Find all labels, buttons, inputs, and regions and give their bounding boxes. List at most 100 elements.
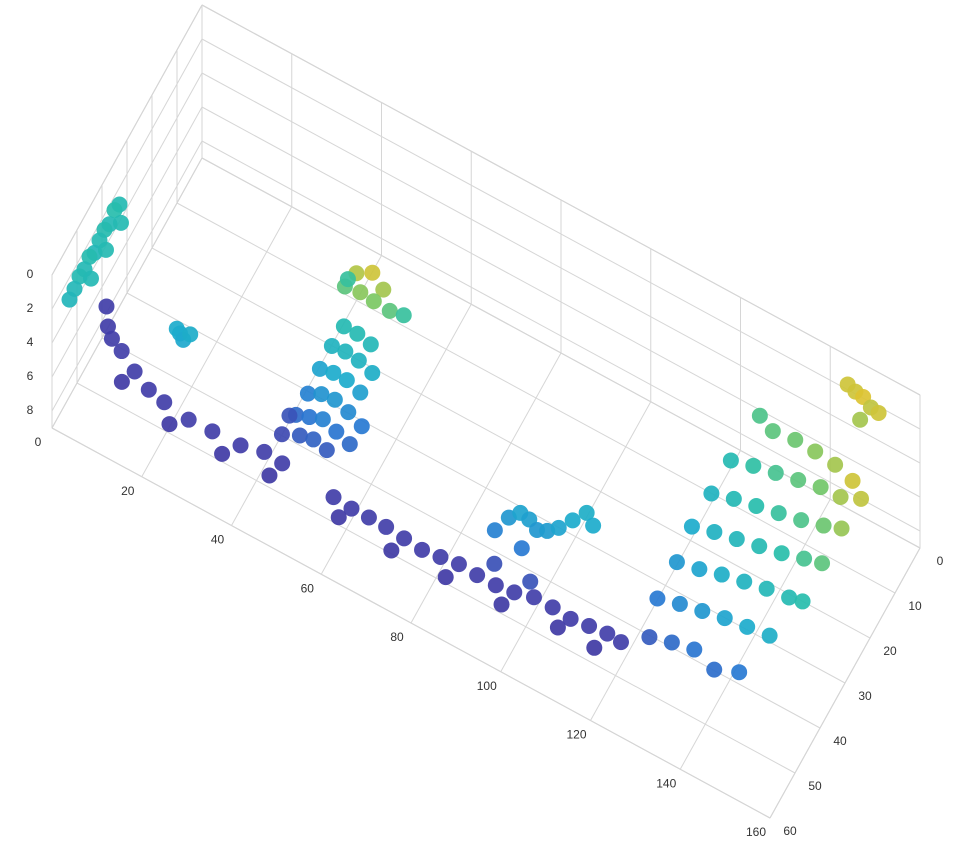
point	[82, 270, 99, 287]
point	[728, 531, 745, 548]
point	[832, 488, 849, 505]
point	[612, 634, 629, 651]
point	[395, 307, 412, 324]
point	[513, 540, 530, 557]
grid-line	[51, 106, 203, 378]
point	[764, 423, 781, 440]
point	[214, 445, 231, 462]
x-tick-label: 20	[121, 484, 135, 498]
point	[691, 561, 708, 578]
point	[337, 343, 354, 360]
x-tick-label: 140	[656, 776, 676, 790]
point	[671, 595, 688, 612]
point	[343, 500, 360, 517]
point	[562, 610, 579, 627]
grid-line	[51, 427, 771, 819]
point	[99, 318, 116, 335]
point	[106, 202, 123, 219]
point	[599, 625, 616, 642]
point	[549, 619, 566, 636]
point	[731, 664, 748, 681]
point	[112, 214, 129, 231]
grid-line	[51, 38, 203, 310]
z-tick-label: 8	[27, 403, 34, 417]
point	[330, 509, 347, 526]
point	[180, 411, 197, 428]
point	[787, 431, 804, 448]
point	[751, 407, 768, 424]
point	[341, 436, 358, 453]
z-tick-label: 0	[27, 267, 34, 281]
x-tick-label: 80	[390, 630, 404, 644]
point	[585, 517, 602, 534]
point	[313, 386, 330, 403]
point	[581, 617, 598, 634]
point	[182, 326, 199, 343]
point	[314, 411, 331, 428]
point	[256, 443, 273, 460]
label-layer: 0 20 40 60 80 100 120 140 160 0 10 20 30 40 50 60 0 2 4 6 8	[27, 267, 944, 839]
point	[305, 431, 322, 448]
point	[469, 567, 486, 584]
x-tick-label: 120	[566, 728, 586, 742]
point	[396, 530, 413, 547]
point	[486, 555, 503, 572]
point	[758, 580, 775, 597]
grid-line	[101, 337, 821, 729]
point	[761, 627, 778, 644]
z-tick-label: 6	[27, 369, 34, 383]
point	[522, 573, 539, 590]
point	[748, 497, 765, 514]
point	[694, 603, 711, 619]
point	[683, 518, 700, 535]
x-tick-label: 0	[35, 435, 42, 449]
grid-line	[51, 140, 203, 412]
point	[544, 599, 561, 616]
point	[767, 464, 784, 481]
point	[844, 472, 861, 489]
point	[352, 384, 369, 401]
point	[232, 437, 249, 454]
z-tick-label: 2	[27, 301, 34, 315]
y-tick-label: 50	[808, 779, 822, 793]
point	[641, 629, 658, 646]
point	[350, 352, 367, 369]
y-tick-label: 60	[783, 824, 797, 838]
point	[487, 577, 504, 594]
point	[383, 542, 400, 559]
point	[81, 248, 98, 265]
point	[852, 411, 869, 428]
point	[323, 337, 340, 354]
point	[113, 373, 130, 390]
y-tick-label: 40	[833, 734, 847, 748]
point	[273, 426, 290, 443]
x-tick-label: 40	[211, 533, 225, 547]
grid-line	[176, 202, 896, 594]
point	[716, 610, 733, 627]
point	[586, 639, 603, 656]
point	[364, 264, 381, 281]
point	[493, 596, 510, 613]
point	[827, 456, 844, 473]
point	[325, 364, 342, 381]
grid-line	[76, 382, 796, 774]
grid-line	[201, 72, 921, 464]
x-tick-label: 100	[477, 679, 497, 693]
z-tick-label: 4	[27, 335, 34, 349]
point	[281, 407, 298, 424]
point	[793, 512, 810, 529]
point	[353, 418, 370, 435]
point	[311, 360, 328, 377]
grid-line	[201, 140, 921, 532]
point	[126, 363, 143, 380]
point	[814, 555, 831, 572]
point	[812, 479, 829, 496]
point	[360, 509, 377, 526]
point	[98, 298, 115, 315]
point	[339, 271, 356, 288]
point	[338, 372, 355, 389]
point	[706, 661, 723, 678]
point	[365, 293, 382, 310]
point	[204, 423, 221, 440]
